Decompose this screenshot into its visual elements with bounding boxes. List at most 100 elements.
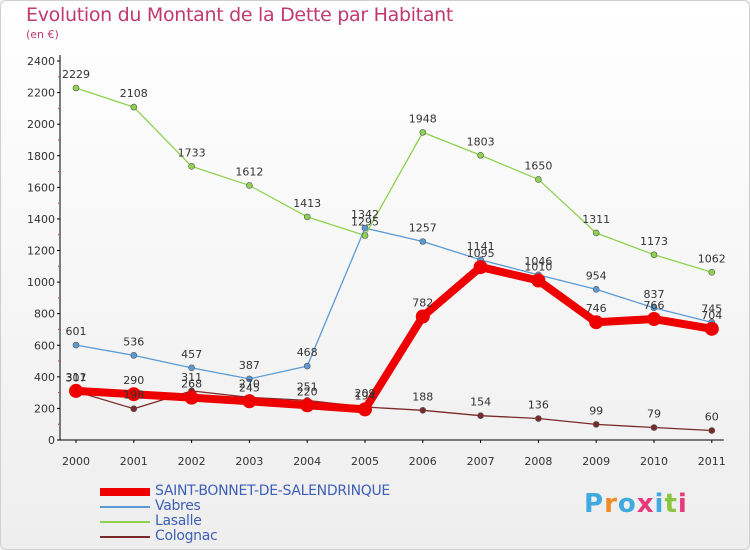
data-label: 1612 [235,165,263,178]
data-label: 1173 [640,235,668,248]
data-point [535,415,542,422]
data-point [419,238,427,245]
data-point [708,427,716,434]
data-label: 188 [412,390,433,403]
data-point [535,176,542,183]
logo-letter: t [664,489,678,519]
data-point [650,251,658,259]
logo-letter: x [636,489,655,519]
x-tick-label: 2008 [524,455,552,468]
data-point [72,84,80,92]
data-label: 311 [66,371,87,384]
data-label: 290 [123,374,144,387]
logo-letter: i [654,489,665,519]
x-tick-label: 2006 [409,455,437,468]
x-tick-label: 2005 [351,455,379,468]
data-point [419,129,427,136]
y-tick-label: 600 [34,339,55,352]
data-label: 746 [586,302,607,315]
data-point [592,286,600,293]
logo-letter: i [677,489,688,519]
x-tick-label: 2009 [582,455,610,468]
legend-swatch [100,506,150,508]
y-tick-label: 1000 [27,276,55,289]
y-tick-label: 1400 [27,213,55,226]
x-tick-label: 2007 [467,455,495,468]
data-point [531,273,546,288]
legend-swatch [100,536,150,538]
legend-label: Lasalle [155,513,202,529]
x-tick-label: 2010 [640,455,668,468]
data-point [650,304,658,312]
logo-letter: o [617,489,637,519]
y-tick-label: 1200 [27,245,55,258]
data-point [708,268,716,276]
data-label: 1046 [524,255,552,268]
data-label: 154 [470,396,491,409]
y-tick-label: 2200 [27,87,55,100]
data-label: 704 [701,309,722,322]
x-tick-label: 2002 [178,455,206,468]
data-label: 745 [701,302,722,315]
series-line-0 [72,263,716,414]
data-point [361,224,369,232]
logo-letter: r [604,489,618,519]
data-point [647,312,661,327]
data-label: 209 [355,387,376,400]
data-point [126,387,141,402]
data-label: 1733 [178,146,206,159]
data-label: 79 [647,408,661,421]
x-tick-label: 2001 [120,455,148,468]
data-label: 307 [66,372,87,385]
data-label: 245 [239,381,260,394]
series-line-2 [75,87,713,273]
data-point [589,315,604,330]
y-tick-label: 200 [34,402,55,415]
data-point [419,407,427,414]
data-label: 1803 [467,135,495,148]
data-point [650,424,658,431]
data-point [184,390,199,405]
data-point [130,405,138,413]
data-point [303,213,311,221]
data-label: 954 [586,269,607,282]
legend-label: Colognac [155,528,218,544]
data-label: 251 [297,380,318,393]
data-label: 2108 [120,87,148,100]
legend-label: Vabres [155,498,201,514]
legend-swatch [100,488,150,496]
y-tick-label: 1800 [27,150,55,163]
data-point [592,421,600,428]
data-label: 60 [705,411,719,424]
data-point [242,394,257,409]
y-tick-label: 0 [48,434,55,447]
data-point [704,321,719,336]
y-tick-label: 2400 [27,55,55,68]
data-point [69,383,83,398]
data-point [473,260,488,275]
data-label: 268 [181,378,202,391]
chart-title: Evolution du Montant de la Dette par Hab… [26,4,454,26]
x-tick-label: 2004 [293,455,321,468]
data-point [592,229,600,237]
data-label: 601 [66,325,87,338]
data-label: 766 [644,299,665,312]
data-label: 99 [589,404,603,417]
data-label: 1141 [467,240,495,253]
data-point [130,352,138,359]
series-line-1 [75,227,713,380]
legend-label: SAINT-BONNET-DE-SALENDRINQUE [155,483,390,499]
data-point [477,151,484,159]
data-label: 457 [181,348,202,361]
y-tick-label: 800 [34,308,55,321]
logo-letter: P [584,489,605,519]
data-label: 1948 [409,112,437,125]
data-label: 1650 [524,159,552,172]
y-tick-label: 400 [34,371,55,384]
data-label: 837 [644,288,665,301]
data-point [300,398,315,413]
data-label: 468 [297,346,318,359]
data-label: 220 [297,385,318,398]
